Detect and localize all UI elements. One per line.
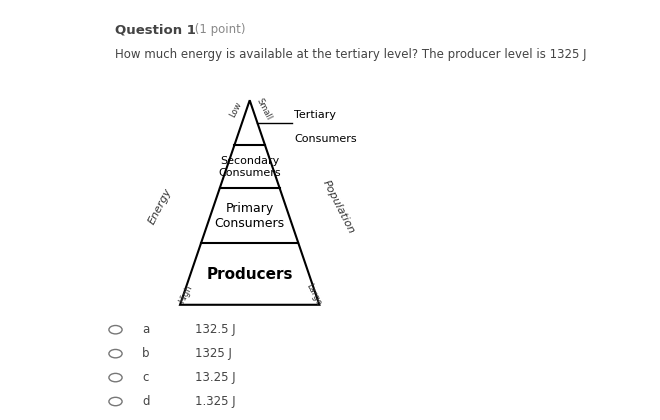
Text: High: High	[177, 284, 194, 305]
Text: 1.325 J: 1.325 J	[195, 395, 236, 408]
Text: Primary
Consumers: Primary Consumers	[214, 202, 284, 230]
Text: Question 1: Question 1	[115, 23, 197, 36]
Text: 132.5 J: 132.5 J	[195, 323, 236, 336]
Text: How much energy is available at the tertiary level? The producer level is 1325 J: How much energy is available at the tert…	[115, 48, 587, 61]
Text: Small: Small	[254, 97, 273, 122]
Text: Large: Large	[304, 282, 323, 307]
Text: 13.25 J: 13.25 J	[195, 371, 236, 384]
Text: Producers: Producers	[207, 267, 293, 281]
Text: a: a	[142, 323, 149, 336]
Polygon shape	[180, 100, 319, 305]
Text: b: b	[142, 347, 149, 360]
Text: d: d	[142, 395, 149, 408]
Text: Secondary
Consumers: Secondary Consumers	[218, 156, 281, 178]
Text: Low: Low	[228, 100, 244, 119]
Text: 1325 J: 1325 J	[195, 347, 232, 360]
Text: Population: Population	[321, 178, 356, 235]
Text: Consumers: Consumers	[294, 134, 357, 144]
Text: (1 point): (1 point)	[191, 23, 246, 36]
Text: c: c	[142, 371, 148, 384]
Text: Tertiary: Tertiary	[294, 110, 337, 120]
Text: Energy: Energy	[147, 187, 174, 226]
